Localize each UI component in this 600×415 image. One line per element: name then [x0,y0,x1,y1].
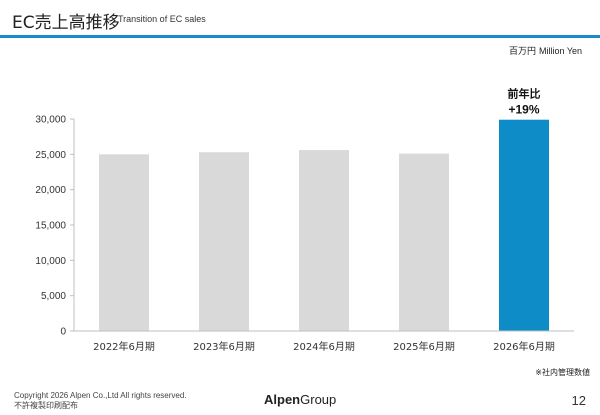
logo-group: Group [300,392,337,407]
y-tick-label: 5,000 [41,291,66,302]
x-tick-label: 2023年6月期 [193,340,255,353]
y-tick-label: 30,000 [35,115,66,126]
x-axis: 2022年6月期 2023年6月期 2024年6月期 2025年6月期 2026年6月期 [74,330,574,353]
bars [99,119,549,331]
x-tick-label: 2026年6月期 [493,340,555,353]
x-tick-label: 2024年6月期 [293,340,355,353]
growth-annotation: 前年比 +19% [508,87,541,117]
bar [199,152,249,331]
alpen-group-logo: AlpenGroup [264,392,336,407]
annotation-label: 前年比 [508,87,541,101]
internal-figures-note: ※社内管理数値 [535,368,590,377]
x-tick-label: 2022年6月期 [93,340,155,353]
y-tick-label: 20,000 [35,185,66,196]
x-tick-label: 2025年6月期 [393,340,455,353]
page-number: 12 [571,393,586,408]
footer-copyright-block: Copyright 2026 Alpen Co.,Ltd All rights … [14,391,187,411]
bar [399,153,449,331]
bar-highlight [499,119,549,331]
copyright-text: Copyright 2026 Alpen Co.,Ltd All rights … [14,391,187,400]
y-tick-label: 25,000 [35,150,66,161]
y-tick-label: 0 [60,327,66,338]
confidential-text: 不許複製印刷配布 [14,401,78,410]
header-rule [0,35,600,38]
annotation-value: +19% [508,103,539,117]
slide-header: EC売上高推移 Transition of EC sales [0,0,600,38]
bar [299,150,349,331]
logo-alpen: Alpen [264,392,301,407]
unit-label-en: Million Yen [538,46,582,56]
y-axis: 0 5,000 10,000 15,000 20,000 25,000 30,000 [35,115,75,338]
slide-subtitle: Transition of EC sales [118,14,206,24]
unit-label: 百万円 Million Yen [509,44,582,57]
y-tick-label: 15,000 [35,221,66,232]
bar [99,154,149,331]
unit-label-jp: 百万円 [508,47,536,57]
y-tick-label: 10,000 [35,256,66,267]
slide-title: EC売上高推移 [12,13,120,33]
